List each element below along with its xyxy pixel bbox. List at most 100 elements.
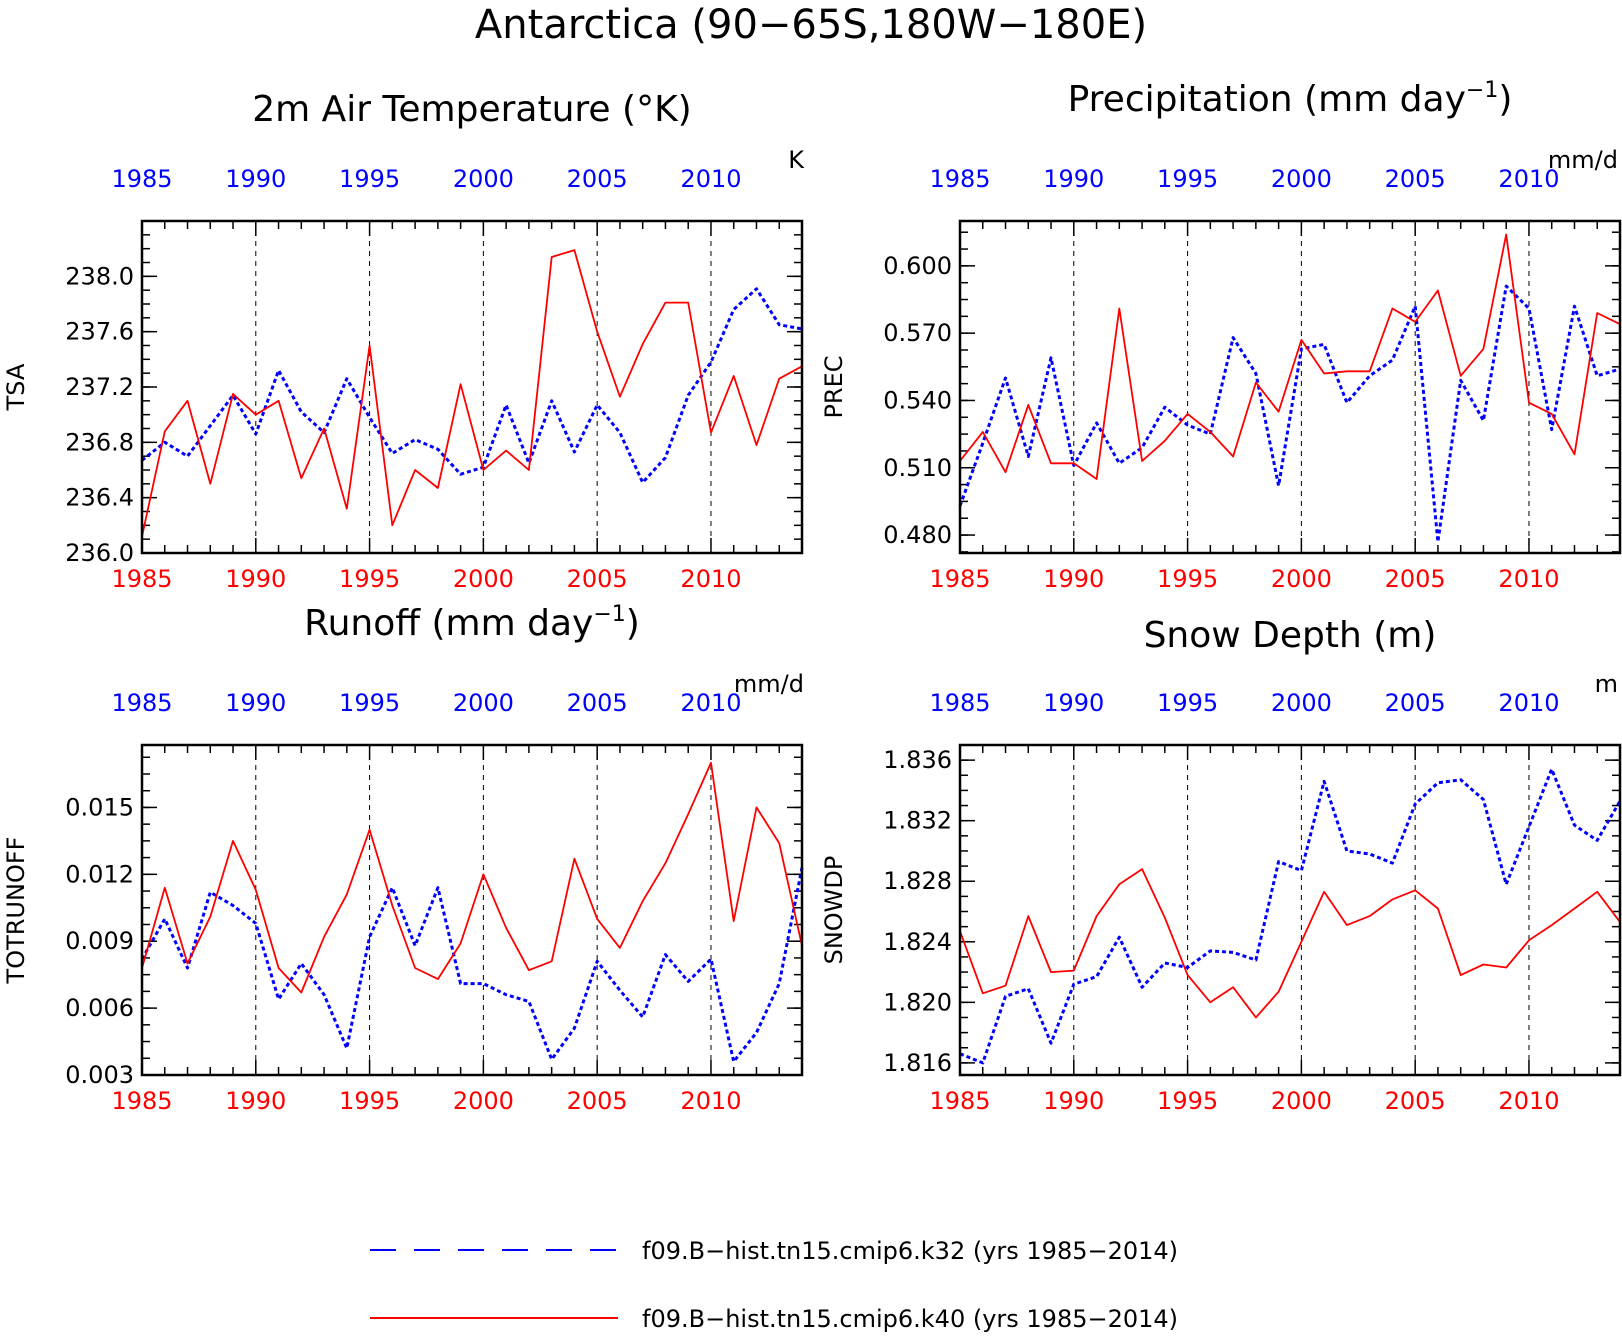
xtick-label-top-snowdp: 2005: [1385, 689, 1446, 717]
panels: 2m Air Temperature (°K) K TSA 1985 1985 1990 1…: [2, 78, 1622, 1115]
ytick-label-prec: 0.600: [883, 252, 952, 280]
xtick-label-top-prec: 2005: [1385, 165, 1446, 193]
xtick-label-top-tsa: 2005: [567, 165, 628, 193]
xtick-label-bottom-runoff: 1995: [339, 1087, 400, 1115]
panel-units-prec: mm/d: [1548, 146, 1618, 174]
xtick-label-top-tsa: 1995: [339, 165, 400, 193]
panel-title-prec: Precipitation (mm day−1): [1068, 78, 1513, 120]
xtick-label-top-runoff: 2010: [680, 689, 741, 717]
ylabel-tsa: TSA: [2, 363, 30, 411]
series-line-prec-k40: [959, 233, 1621, 480]
plot-frame-runoff: [140, 743, 804, 1077]
ytick-label-prec: 0.570: [883, 319, 952, 347]
panel-units-tsa: K: [788, 146, 805, 174]
panel-title-snowdp: Snow Depth (m): [1144, 615, 1437, 656]
panel-prec: Precipitation (mm day−1) mm/d PREC 1985 1985…: [820, 78, 1622, 593]
ytick-label-snowdp: 1.820: [883, 988, 952, 1016]
panel-runoff: Runoff (mm day−1) mm/d TOTRUNOFF 1985 1985 19…: [2, 602, 804, 1115]
series-line-runoff-k40: [141, 761, 803, 994]
xtick-label-top-tsa: 1990: [225, 165, 286, 193]
ytick-label-tsa: 236.8: [65, 428, 134, 456]
ytick-label-tsa: 238.0: [65, 262, 134, 290]
series-line-tsa-k40: [141, 249, 803, 537]
series-line-tsa-k32: [141, 287, 803, 484]
xtick-label-top-snowdp: 1995: [1157, 689, 1218, 717]
xtick-label-bottom-snowdp: 2005: [1385, 1087, 1446, 1115]
xtick-label-bottom-prec: 1995: [1157, 565, 1218, 593]
xtick-label-top-runoff: 2005: [567, 689, 628, 717]
ytick-label-tsa: 237.6: [65, 318, 134, 346]
figure-title: Antarctica (90−65S,180W−180E): [475, 2, 1147, 48]
ytick-label-snowdp: 1.816: [883, 1049, 952, 1077]
xtick-label-top-runoff: 1990: [225, 689, 286, 717]
series-line-snowdp-k40: [959, 868, 1621, 1019]
ytick-label-tsa: 237.2: [65, 373, 134, 401]
ytick-label-prec: 0.540: [883, 386, 952, 414]
xtick-label-bottom-runoff: 2000: [453, 1087, 514, 1115]
series-line-runoff-k32: [140, 867, 804, 1064]
legend-label-k32: f09.B−hist.tn15.cmip6.k32 (yrs 1985−2014…: [642, 1237, 1178, 1265]
xtick-label-top-tsa: 2010: [680, 165, 741, 193]
panel-tsa: 2m Air Temperature (°K) K TSA 1985 1985 1990 1…: [2, 89, 805, 593]
xtick-label-top-snowdp: 1990: [1043, 689, 1104, 717]
xtick-label-top-tsa: 1985: [111, 165, 172, 193]
ytick-label-runoff: 0.006: [65, 994, 134, 1022]
xtick-label-top-runoff: 1995: [339, 689, 400, 717]
xtick-label-bottom-tsa: 2000: [453, 565, 514, 593]
xtick-label-top-snowdp: 1985: [929, 689, 990, 717]
ytick-label-runoff: 0.012: [65, 860, 134, 888]
xtick-label-bottom-runoff: 2010: [680, 1087, 741, 1115]
xtick-label-bottom-runoff: 2005: [567, 1087, 628, 1115]
xtick-label-top-runoff: 1985: [111, 689, 172, 717]
xtick-label-bottom-prec: 1985: [929, 565, 990, 593]
ytick-label-tsa: 236.4: [65, 484, 134, 512]
ylabel-prec: PREC: [820, 355, 848, 418]
xtick-label-bottom-prec: 2000: [1271, 565, 1332, 593]
ytick-label-runoff: 0.003: [65, 1061, 134, 1089]
ytick-label-runoff: 0.009: [65, 927, 134, 955]
xtick-label-bottom-tsa: 1985: [111, 565, 172, 593]
xtick-label-bottom-snowdp: 1995: [1157, 1087, 1218, 1115]
xtick-label-bottom-prec: 1990: [1043, 565, 1104, 593]
panel-title-end-runoff: ): [626, 603, 640, 644]
panel-title-runoff: Runoff (mm day−1): [304, 602, 640, 644]
plot-frame-prec: [958, 219, 1622, 555]
xtick-label-bottom-runoff: 1990: [225, 1087, 286, 1115]
xtick-label-top-prec: 1995: [1157, 165, 1218, 193]
xtick-label-top-tsa: 2000: [453, 165, 514, 193]
ytick-label-snowdp: 1.836: [883, 746, 952, 774]
ylabel-runoff: TOTRUNOFF: [2, 837, 30, 985]
plot-frame-tsa: [140, 219, 804, 555]
xtick-label-bottom-tsa: 1990: [225, 565, 286, 593]
xtick-label-bottom-tsa: 2010: [680, 565, 741, 593]
panel-title-text-runoff: Runoff (mm day: [304, 603, 593, 644]
panel-title-text-prec: Precipitation (mm day: [1068, 79, 1466, 120]
xtick-label-bottom-snowdp: 2010: [1498, 1087, 1559, 1115]
xtick-label-top-runoff: 2000: [453, 689, 514, 717]
xtick-label-top-prec: 1990: [1043, 165, 1104, 193]
xtick-label-bottom-snowdp: 1985: [929, 1087, 990, 1115]
panel-title-text-snowdp: Snow Depth (m): [1144, 615, 1437, 656]
panel-title-end-prec: ): [1498, 79, 1512, 120]
xtick-label-bottom-snowdp: 2000: [1271, 1087, 1332, 1115]
xtick-label-bottom-runoff: 1985: [111, 1087, 172, 1115]
ytick-label-prec: 0.480: [883, 521, 952, 549]
xtick-label-bottom-prec: 2010: [1498, 565, 1559, 593]
ytick-label-snowdp: 1.832: [883, 807, 952, 835]
series-line-prec-k32: [958, 284, 1621, 544]
ytick-label-snowdp: 1.824: [883, 928, 952, 956]
panel-units-runoff: mm/d: [734, 670, 804, 698]
panel-title-tsa: 2m Air Temperature (°K): [252, 89, 691, 130]
ytick-label-runoff: 0.015: [65, 793, 134, 821]
xtick-label-bottom-tsa: 1995: [339, 565, 400, 593]
xtick-label-bottom-prec: 2005: [1385, 565, 1446, 593]
xtick-label-top-snowdp: 2000: [1271, 689, 1332, 717]
xtick-label-top-prec: 1985: [929, 165, 990, 193]
xtick-label-bottom-tsa: 2005: [567, 565, 628, 593]
panel-title-sup-runoff: −1: [593, 602, 625, 627]
xtick-label-top-prec: 2010: [1498, 165, 1559, 193]
xtick-label-bottom-snowdp: 1990: [1043, 1087, 1104, 1115]
panel-title-sup-prec: −1: [1466, 78, 1498, 103]
xtick-label-top-prec: 2000: [1271, 165, 1332, 193]
